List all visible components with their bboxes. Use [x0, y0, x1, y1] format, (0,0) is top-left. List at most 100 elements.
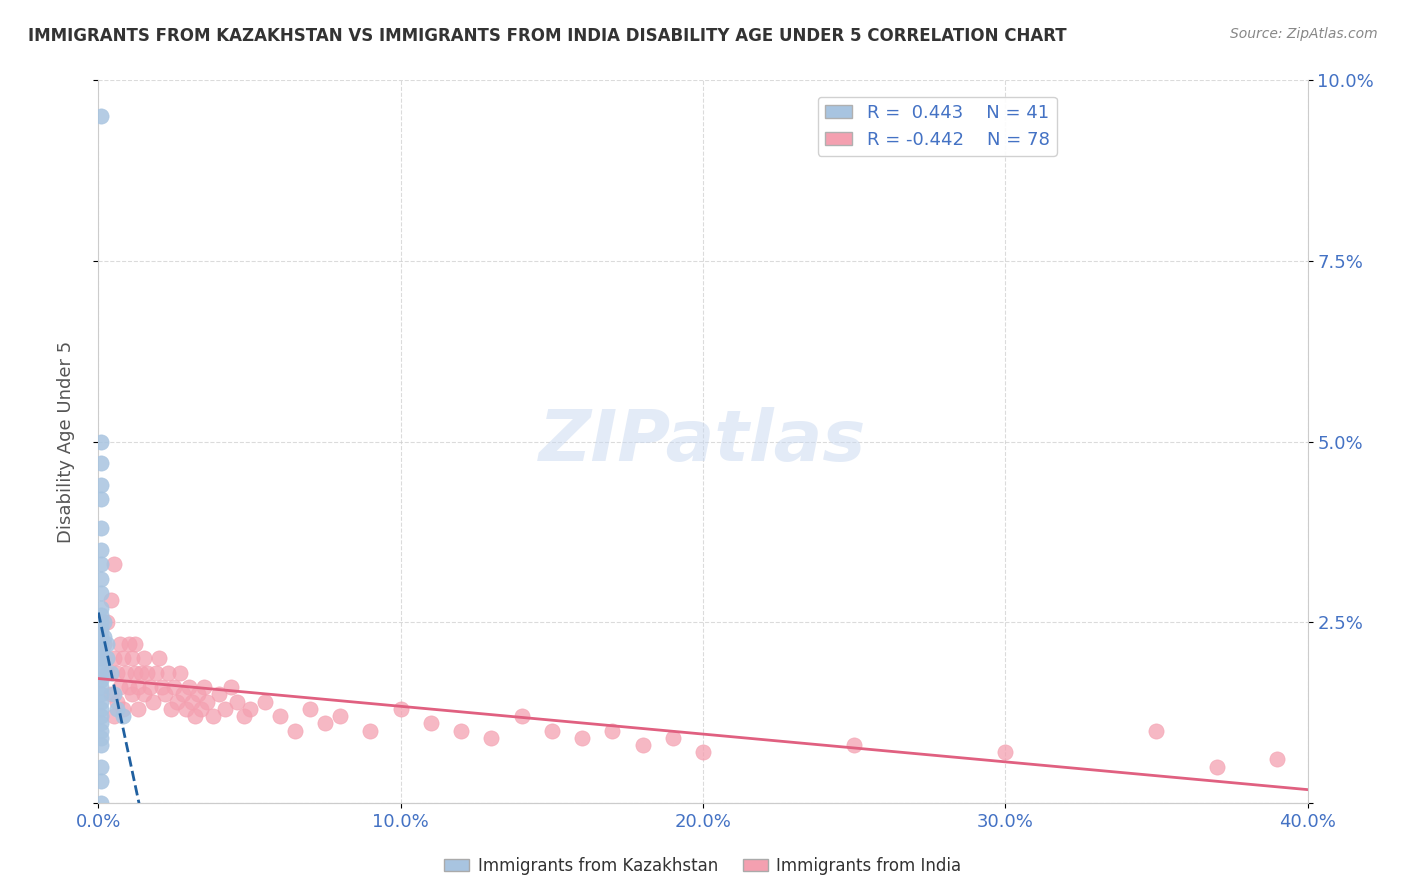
Point — [90, 658, 112, 673]
Point — [103, 651, 125, 665]
Point — [100, 687, 122, 701]
Point — [90, 796, 112, 810]
Point — [420, 716, 443, 731]
Point — [90, 680, 112, 694]
Point — [90, 709, 112, 723]
Point — [153, 687, 176, 701]
Point — [226, 695, 249, 709]
Point — [93, 630, 115, 644]
Point — [329, 709, 352, 723]
Point — [90, 651, 112, 665]
Point — [90, 492, 112, 507]
Point — [103, 687, 125, 701]
Point — [108, 637, 131, 651]
Point — [166, 695, 188, 709]
Point — [100, 665, 122, 680]
Point — [163, 680, 186, 694]
Text: IMMIGRANTS FROM KAZAKHSTAN VS IMMIGRANTS FROM INDIA DISABILITY AGE UNDER 5 CORRE: IMMIGRANTS FROM KAZAKHSTAN VS IMMIGRANTS… — [28, 27, 1067, 45]
Point — [90, 586, 112, 600]
Point — [121, 687, 143, 701]
Point — [193, 680, 215, 694]
Point — [90, 731, 112, 745]
Point — [90, 738, 112, 752]
Point — [232, 709, 254, 723]
Point — [299, 702, 322, 716]
Point — [239, 702, 262, 716]
Point — [108, 680, 131, 694]
Point — [284, 723, 307, 738]
Point — [481, 731, 503, 745]
Point — [187, 687, 209, 701]
Point — [93, 615, 115, 630]
Point — [105, 665, 128, 680]
Point — [202, 709, 225, 723]
Point — [93, 637, 115, 651]
Point — [540, 723, 562, 738]
Point — [90, 702, 112, 716]
Point — [214, 702, 236, 716]
Point — [90, 558, 112, 572]
Point — [111, 651, 134, 665]
Point — [90, 665, 112, 680]
Point — [450, 723, 472, 738]
Point — [221, 680, 243, 694]
Point — [510, 709, 533, 723]
Point — [142, 695, 165, 709]
Point — [661, 731, 683, 745]
Point — [132, 687, 155, 701]
Point — [174, 702, 197, 716]
Point — [1206, 760, 1229, 774]
Point — [90, 637, 112, 651]
Point — [90, 760, 112, 774]
Y-axis label: Disability Age Under 5: Disability Age Under 5 — [56, 341, 75, 542]
Legend: Immigrants from Kazakhstan, Immigrants from India: Immigrants from Kazakhstan, Immigrants f… — [437, 850, 969, 881]
Point — [692, 745, 714, 759]
Point — [90, 774, 112, 789]
Point — [132, 651, 155, 665]
Point — [190, 702, 212, 716]
Text: Source: ZipAtlas.com: Source: ZipAtlas.com — [1230, 27, 1378, 41]
Point — [314, 716, 336, 731]
Point — [195, 695, 218, 709]
Point — [90, 478, 112, 492]
Point — [145, 665, 167, 680]
Point — [121, 651, 143, 665]
Point — [169, 665, 191, 680]
Point — [1267, 752, 1289, 766]
Point — [127, 680, 149, 694]
Point — [103, 709, 125, 723]
Point — [96, 665, 118, 680]
Point — [96, 615, 118, 630]
Point — [602, 723, 624, 738]
Point — [172, 687, 194, 701]
Point — [90, 623, 112, 637]
Point — [90, 687, 112, 701]
Point — [90, 456, 112, 470]
Point — [208, 687, 231, 701]
Text: ZIPatlas: ZIPatlas — [540, 407, 866, 476]
Point — [90, 607, 112, 622]
Point — [90, 600, 112, 615]
Point — [139, 680, 162, 694]
Point — [105, 695, 128, 709]
Point — [127, 702, 149, 716]
Point — [103, 558, 125, 572]
Point — [111, 709, 134, 723]
Point — [118, 637, 141, 651]
Point — [90, 644, 112, 658]
Point — [90, 109, 112, 123]
Point — [844, 738, 866, 752]
Point — [90, 723, 112, 738]
Point — [184, 709, 207, 723]
Point — [96, 637, 118, 651]
Point — [269, 709, 291, 723]
Point — [90, 521, 112, 535]
Point — [160, 702, 183, 716]
Point — [156, 665, 179, 680]
Point — [90, 695, 112, 709]
Point — [129, 665, 152, 680]
Point — [994, 745, 1017, 759]
Point — [90, 716, 112, 731]
Point — [90, 615, 112, 630]
Point — [135, 665, 157, 680]
